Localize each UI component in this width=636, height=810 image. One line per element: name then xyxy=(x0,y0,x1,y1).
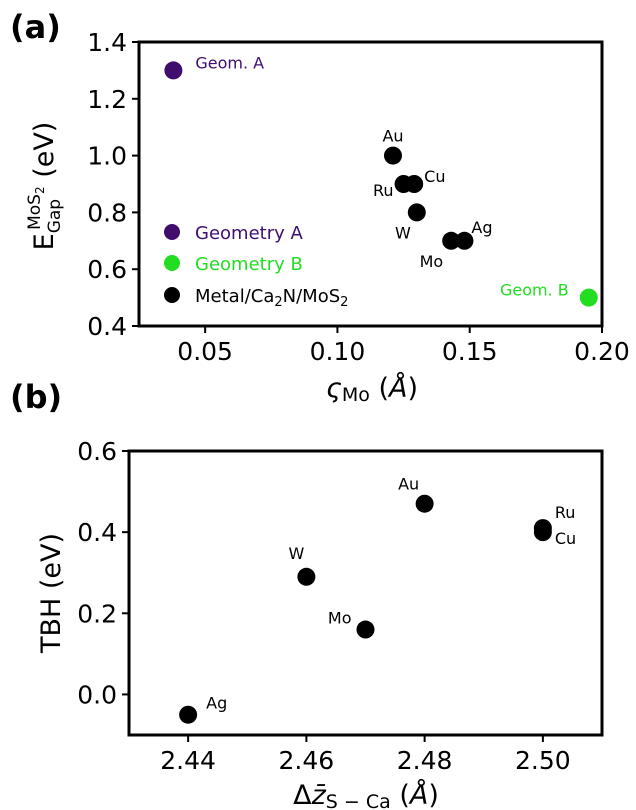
panel-a-x-tick-label: 0.05 xyxy=(177,337,233,366)
data-point-mo xyxy=(356,620,375,639)
panel-a: (a) 0.05 0.10 0.15 0.20 0.40.60.81.01.21.4 … xyxy=(10,8,630,406)
point-label-w: W xyxy=(288,544,304,563)
panel-a-x-axis-label: ςMo (Å) xyxy=(326,372,418,406)
panel-a-frame xyxy=(137,40,604,328)
point-label-geom-a: Geom. A xyxy=(195,53,264,72)
panel-b-letter: (b) xyxy=(10,378,62,416)
panel-b-y-ticks: 0.0 0.2 0.4 0.6 xyxy=(77,437,129,709)
panel-b-y-axis-label: TBH (eV) xyxy=(36,533,67,654)
data-point-w xyxy=(297,567,316,586)
point-label-au: Au xyxy=(398,475,419,494)
data-point-au xyxy=(383,146,402,165)
point-label-mo: Mo xyxy=(420,252,444,271)
data-point-mo xyxy=(442,231,461,250)
panel-a-legend: Geometry A Geometry B Metal/Ca2N/MoS2 xyxy=(164,223,348,310)
point-label-ag: Ag xyxy=(206,694,227,713)
panel-b-x-tick-label: 2.44 xyxy=(160,746,216,775)
point-label-au: Au xyxy=(382,127,403,146)
data-point-geom-b xyxy=(579,288,598,307)
point-label-ag: Ag xyxy=(471,218,492,237)
panel-a-y-tick-label: 0.4 xyxy=(87,312,127,341)
panel-b-x-tick-label: 2.50 xyxy=(515,746,571,775)
panel-b-x-tick-label: 2.48 xyxy=(397,746,453,775)
panel-a-y-axis-label: EGapMoS2 (eV) xyxy=(25,122,65,251)
panel-a-y-tick-label: 0.6 xyxy=(87,255,127,284)
panel-a-x-ticks: 0.05 0.10 0.15 0.20 xyxy=(177,326,630,366)
legend-marker-geometry-b xyxy=(164,255,180,271)
point-label-mo: Mo xyxy=(328,609,352,628)
point-label-w: W xyxy=(395,223,411,242)
data-point-au xyxy=(415,494,434,513)
panel-b: (b) 2.44 2.46 2.48 2.50 0.00.20.40.6 AgWMoA… xyxy=(10,378,604,810)
panel-b-x-ticks: 2.44 2.46 2.48 2.50 xyxy=(160,735,571,775)
panel-b-point-labels: Ag W Mo Au Ru Cu xyxy=(206,475,576,713)
point-label-cu: Cu xyxy=(555,529,576,548)
panel-b-frame xyxy=(127,449,604,737)
legend-label-geometry-a: Geometry A xyxy=(195,223,303,244)
panel-b-y-tick-label: 0.2 xyxy=(77,599,117,628)
panel-b-points xyxy=(179,494,552,724)
panel-a-y-tick-label: 1.0 xyxy=(87,142,127,171)
panel-a-letter: (a) xyxy=(10,8,61,46)
legend-label-metal-ca2n-mos2: Metal/Ca2N/MoS2 xyxy=(195,286,348,310)
legend-marker-geometry-a xyxy=(164,224,180,240)
panel-a-x-tick-label: 0.10 xyxy=(310,337,366,366)
panel-a-y-tick-label: 0.8 xyxy=(87,198,127,227)
point-label-ru: Ru xyxy=(373,181,394,200)
data-point-w xyxy=(407,203,426,222)
data-point-geom-a xyxy=(164,61,183,80)
panel-a-x-tick-label: 0.15 xyxy=(442,337,498,366)
panel-a-y-tick-label: 1.4 xyxy=(87,28,127,57)
legend-marker-metal-ca2n-mos2 xyxy=(164,287,180,303)
panel-a-x-tick-label: 0.20 xyxy=(574,337,630,366)
point-label-cu: Cu xyxy=(424,167,445,186)
panel-a-points xyxy=(164,61,598,307)
panel-b-x-tick-label: 2.46 xyxy=(279,746,335,775)
panel-b-y-tick-label: 0.0 xyxy=(77,680,117,709)
panel-b-y-tick-label: 0.4 xyxy=(77,518,117,547)
data-point-cu xyxy=(533,523,552,542)
data-point-cu xyxy=(405,175,424,193)
legend-label-geometry-b: Geometry B xyxy=(195,254,303,275)
panel-b-x-axis-label: Δz̄S − Ca (Å) xyxy=(293,779,439,810)
panel-a-point-labels: Geom. A Geom. B Au Ru Cu W Mo Ag xyxy=(195,53,568,299)
point-label-geom-b: Geom. B xyxy=(500,281,569,300)
data-point-ag xyxy=(455,231,474,250)
data-point-ag xyxy=(179,705,198,724)
point-label-ru: Ru xyxy=(555,503,576,522)
panel-a-y-tick-label: 1.2 xyxy=(87,85,127,114)
panel-a-y-ticks: 0.4 0.6 0.8 1.0 1.2 1.4 xyxy=(87,28,139,341)
panel-b-y-tick-label: 0.6 xyxy=(77,437,117,466)
